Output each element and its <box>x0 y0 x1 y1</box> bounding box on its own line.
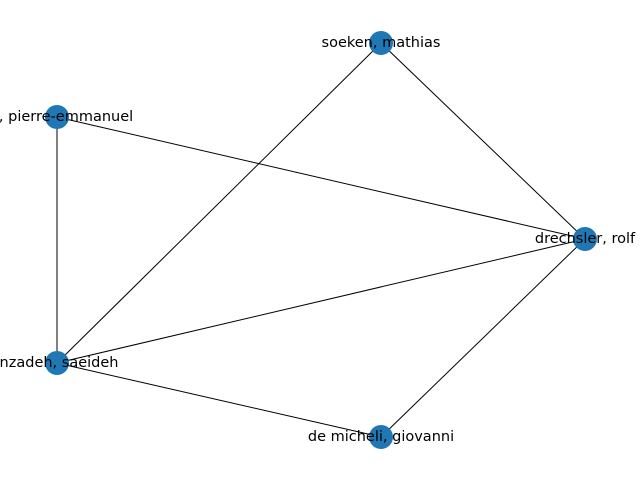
node-label-demicheli: de micheli, giovanni <box>308 429 454 445</box>
edge-drechsler-saeideh <box>56 238 586 364</box>
node-label-saeideh: inzadeh, saeideh <box>0 355 118 371</box>
label-layer: soeken, mathias on, pierre-emmanuel drechs… <box>0 35 636 445</box>
node-layer <box>45 31 597 449</box>
node-demicheli[interactable] <box>369 425 393 449</box>
node-pierre[interactable] <box>45 105 69 129</box>
edge-soeken-drechsler <box>380 42 586 240</box>
edge-drechsler-demicheli <box>380 238 586 438</box>
node-label-pierre: on, pierre-emmanuel <box>0 109 133 125</box>
node-label-soeken: soeken, mathias <box>322 35 441 51</box>
node-drechsler[interactable] <box>573 227 597 251</box>
edge-pierre-drechsler <box>56 116 586 240</box>
node-label-drechsler: drechsler, rolf <box>535 231 636 247</box>
edge-saeideh-demicheli <box>56 362 382 438</box>
node-saeideh[interactable] <box>45 351 69 375</box>
node-soeken[interactable] <box>369 31 393 55</box>
edge-soeken-saeideh <box>56 42 382 364</box>
edge-layer <box>56 42 586 438</box>
